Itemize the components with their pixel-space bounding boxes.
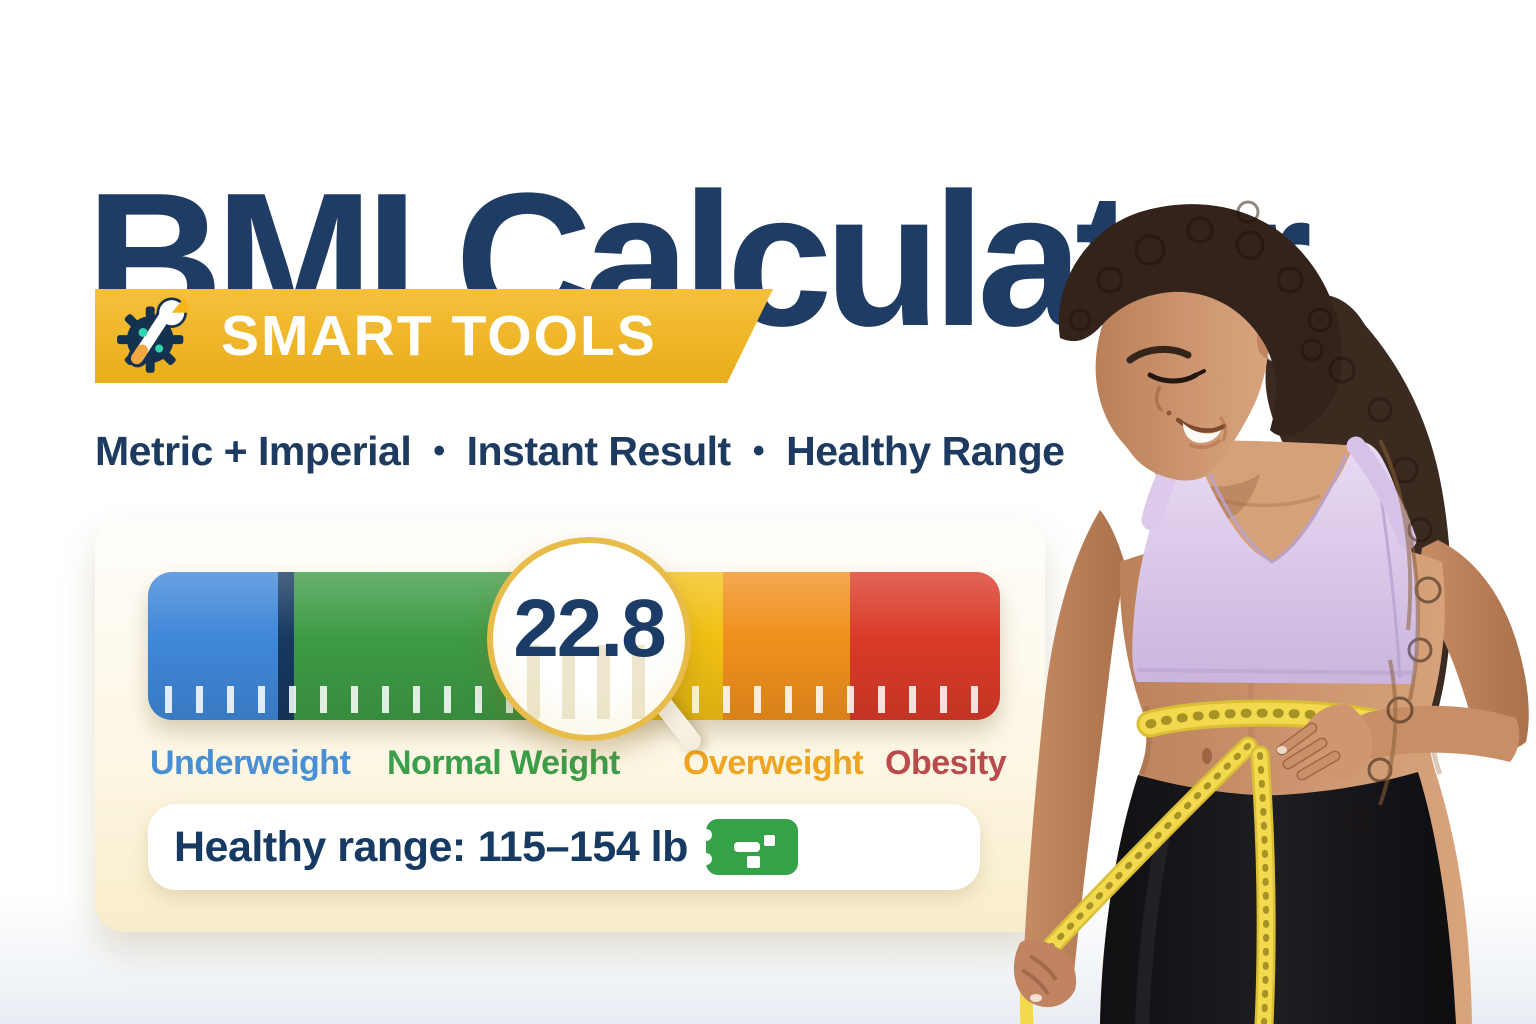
label-obesity: Obesity [885, 744, 1007, 782]
feature-item-instant: Instant Result [466, 428, 732, 474]
woman-measuring-waist-photo [1013, 200, 1529, 1024]
green-tag-icon [703, 819, 798, 875]
smart-tools-label: SMART TOOLS [221, 304, 657, 368]
right-forearm [1342, 705, 1520, 766]
left-hand [1013, 939, 1077, 1008]
leggings [1100, 772, 1456, 1024]
healthy-range-value: 115–154 lb [477, 822, 689, 871]
gear-wrench-icon [109, 293, 195, 379]
magnifier-badge: 22.8 [487, 537, 691, 741]
label-overweight: Overweight [683, 744, 864, 782]
hair-highlights [1378, 439, 1420, 806]
healthy-range-text: Healthy range: 115–154 lb [174, 823, 688, 872]
smart-tools-badge: SMART TOOLS [95, 289, 773, 383]
healthy-range-pill: Healthy range: 115–154 lb [148, 804, 980, 890]
bmi-scale-card: 22.8 Underweight Normal Weight Overweigh… [95, 520, 1045, 932]
feature-list: Metric + Imperial • Instant Result • Hea… [95, 428, 1065, 475]
bullet-separator: • [433, 432, 445, 470]
right-arm [1420, 540, 1529, 752]
bullet-separator: • [752, 432, 765, 470]
label-normal-weight: Normal Weight [387, 744, 620, 782]
left-arm [1022, 510, 1126, 1002]
label-underweight: Underweight [150, 744, 351, 782]
feature-item-units: Metric + Imperial [95, 428, 412, 474]
right-hand [1276, 704, 1373, 781]
healthy-range-label: Healthy range: [174, 822, 466, 871]
hair-front [1058, 204, 1342, 437]
magnified-ticks [527, 645, 655, 719]
feature-item-range: Healthy Range [786, 428, 1065, 474]
bmi-score: 22.8 [513, 583, 667, 674]
scale-marker [278, 572, 294, 720]
